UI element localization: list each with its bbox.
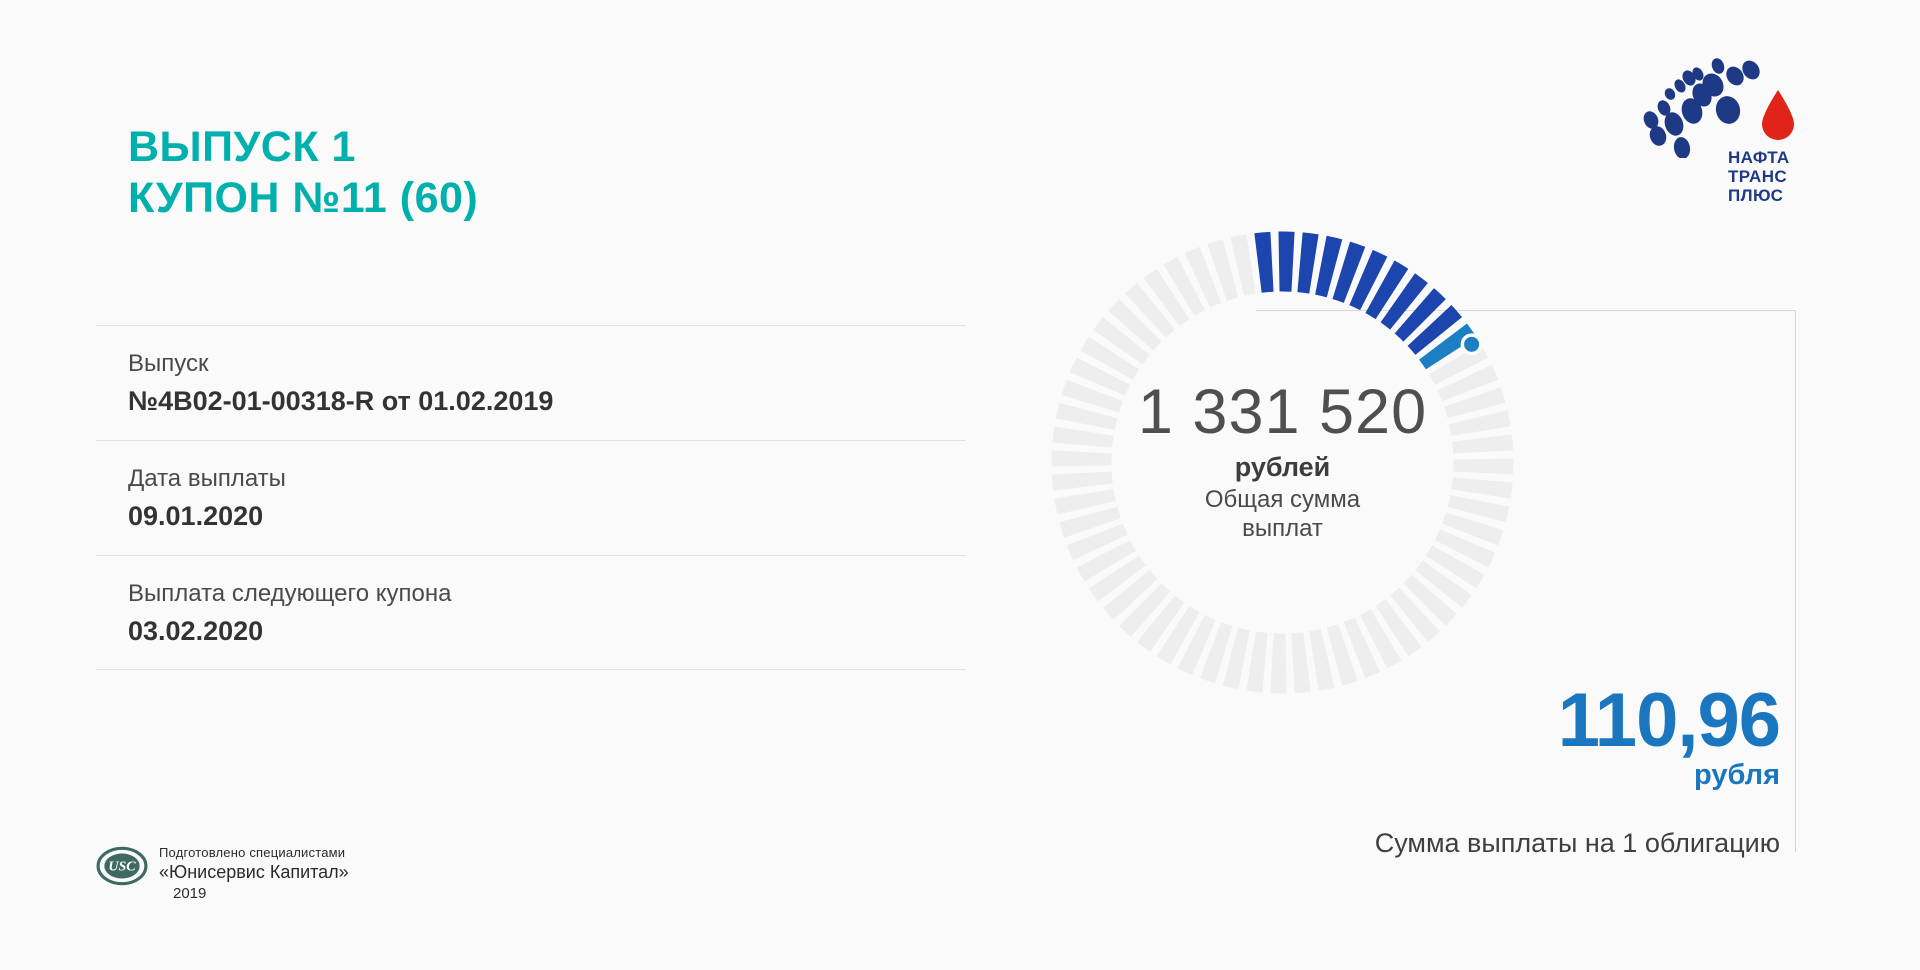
donut-segment-empty bbox=[1108, 299, 1162, 351]
donut-segment-empty bbox=[1270, 633, 1287, 694]
donut-segment-empty bbox=[1375, 599, 1422, 657]
red-drop-icon bbox=[1762, 90, 1794, 140]
donut-segment-empty bbox=[1222, 627, 1250, 690]
donut-segment-empty bbox=[1415, 560, 1472, 608]
donut-segment-empty bbox=[1080, 336, 1140, 380]
per-bond-value: 110,96 bbox=[1557, 678, 1781, 763]
donut-chart: 1 331 520 рублей Общая сумма выплат bbox=[1000, 180, 1565, 745]
donut-segment-filled bbox=[1297, 232, 1319, 294]
detail-value: 03.02.2020 bbox=[128, 616, 264, 647]
footer-line-1: Подготовлено специалистами bbox=[159, 845, 346, 860]
donut-segment-empty bbox=[1051, 450, 1112, 467]
donut-segment-filled bbox=[1332, 241, 1366, 303]
footer-text: Подготовлено специалистами «Юнисервис Ка… bbox=[159, 840, 349, 904]
detail-label: Дата выплаты bbox=[128, 464, 286, 492]
detail-value: №4B02-01-00318-R от 01.02.2019 bbox=[128, 386, 554, 417]
per-bond-caption: Сумма выплаты на 1 облигацию bbox=[1374, 828, 1780, 858]
donut-segment-empty bbox=[1452, 434, 1514, 454]
donut-segment-empty bbox=[1059, 506, 1121, 538]
donut-segment-empty bbox=[1093, 317, 1150, 365]
brand-name: НАФТА ТРАНС ПЛЮС bbox=[1728, 148, 1790, 205]
footer-line-3: 2019 bbox=[173, 885, 207, 903]
donut-segment-empty bbox=[1425, 545, 1485, 589]
donut-segment-empty bbox=[1054, 489, 1116, 515]
donut-segment-empty bbox=[1403, 574, 1457, 626]
donut-chart-svg bbox=[1051, 231, 1514, 694]
donut-segment-filled bbox=[1419, 323, 1477, 370]
detail-label: Выпуск bbox=[128, 350, 209, 377]
donut-segment-empty bbox=[1177, 614, 1216, 676]
donut-segment-empty bbox=[1066, 523, 1128, 561]
title-line-coupon: КУПОН №11 (60) bbox=[128, 173, 479, 222]
donut-segment-empty bbox=[1453, 458, 1514, 475]
donut-segment-empty bbox=[1088, 555, 1146, 602]
donut-segment-empty bbox=[1309, 629, 1335, 691]
donut-segment-empty bbox=[1291, 632, 1311, 694]
donut-segment-empty bbox=[1434, 529, 1496, 568]
donut-segment-empty bbox=[1076, 540, 1136, 582]
donut-segment-empty bbox=[1444, 387, 1506, 419]
donut-segments bbox=[1051, 231, 1514, 694]
donut-segment-empty bbox=[1360, 609, 1402, 669]
donut-segment-empty bbox=[1326, 624, 1358, 686]
donut-segment-empty bbox=[1390, 587, 1441, 643]
details-list: Выпуск №4B02-01-00318-R от 01.02.2019 Да… bbox=[96, 325, 966, 671]
donut-segment-empty bbox=[1447, 495, 1510, 523]
donut-segment-empty bbox=[1102, 570, 1158, 621]
donut-segment-empty bbox=[1451, 477, 1513, 499]
donut-segment-empty bbox=[1230, 234, 1256, 296]
oil-splash-icon bbox=[1643, 58, 1794, 158]
donut-segment-empty bbox=[1199, 622, 1233, 684]
donut-segment-empty bbox=[1137, 595, 1185, 652]
donut-segment-filled bbox=[1349, 249, 1388, 311]
donut-segment-empty bbox=[1156, 605, 1200, 665]
callout-connector-vertical bbox=[1795, 310, 1796, 852]
detail-row-next-coupon: Выплата следующего купона 03.02.2020 bbox=[96, 554, 966, 671]
donut-segment-empty bbox=[1343, 617, 1381, 679]
donut-segment-empty bbox=[1051, 471, 1113, 491]
detail-row-payment-date: Дата выплаты 09.01.2020 bbox=[96, 439, 966, 555]
brand-logo: НАФТА ТРАНС ПЛЮС bbox=[1636, 48, 1836, 228]
donut-segment-empty bbox=[1069, 357, 1131, 396]
donut-segment-empty bbox=[1119, 583, 1171, 637]
donut-segment-empty bbox=[1052, 426, 1114, 448]
detail-label: Выплата следующего купона bbox=[128, 579, 452, 607]
donut-segment-filled bbox=[1407, 304, 1463, 355]
brand-name-line-1: НАФТА bbox=[1728, 148, 1790, 167]
donut-segment-filled bbox=[1380, 273, 1428, 330]
donut-segment-empty bbox=[1163, 256, 1205, 316]
title-line-issue: ВЫПУСК 1 bbox=[128, 123, 356, 171]
brand-name-line-3: ПЛЮС bbox=[1728, 186, 1784, 206]
donut-segment-empty bbox=[1184, 246, 1222, 308]
usc-logo-text: USC bbox=[108, 859, 136, 875]
donut-segment-empty bbox=[1061, 379, 1123, 413]
footer-credit: USC Подготовлено специалистами «Юнисерви… bbox=[96, 840, 349, 904]
page-title: ВЫПУСК 1 КУПОН №11 (60) bbox=[128, 122, 478, 223]
footer-line-2: «Юнисервис Капитал» bbox=[159, 862, 349, 883]
usc-logo-icon: USC bbox=[96, 846, 148, 886]
donut-segment-empty bbox=[1449, 410, 1511, 436]
donut-segment-empty bbox=[1442, 512, 1504, 546]
donut-endpoint-marker bbox=[1460, 333, 1483, 356]
donut-segment-empty bbox=[1124, 282, 1175, 338]
donut-segment-filled bbox=[1254, 231, 1274, 293]
detail-value: 09.01.2020 bbox=[128, 501, 264, 532]
donut-segment-filled bbox=[1278, 231, 1295, 292]
donut-segment-empty bbox=[1437, 364, 1499, 402]
donut-segment-empty bbox=[1055, 402, 1118, 430]
per-bond-unit: рубля bbox=[1694, 759, 1780, 792]
donut-segment-filled bbox=[1394, 288, 1446, 342]
donut-segment-filled bbox=[1315, 235, 1343, 298]
donut-segment-empty bbox=[1207, 239, 1239, 301]
per-bond-block: 110,96 рубля bbox=[1180, 678, 1781, 792]
brand-name-line-2: ТРАНС bbox=[1728, 167, 1788, 187]
marker-dot bbox=[1464, 336, 1480, 352]
donut-segment-filled bbox=[1365, 260, 1409, 320]
callout-connector-horizontal bbox=[1256, 310, 1796, 311]
detail-row-issue: Выпуск №4B02-01-00318-R от 01.02.2019 bbox=[96, 325, 966, 440]
donut-segment-empty bbox=[1246, 631, 1268, 693]
donut-segment-empty bbox=[1143, 268, 1190, 326]
